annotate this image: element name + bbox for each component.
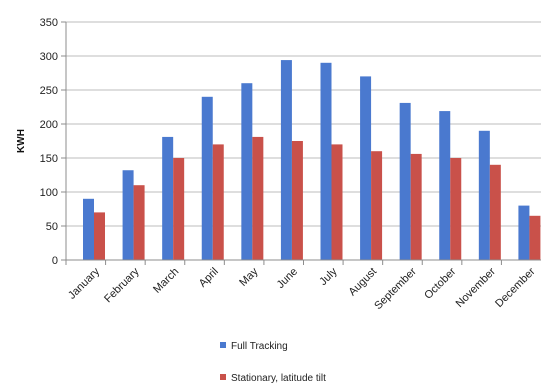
y-tick-label: 200 <box>40 119 58 131</box>
y-tick-label: 0 <box>52 255 58 267</box>
bar-stationary-april <box>212 144 224 260</box>
bar-full-tracking-december <box>518 205 530 260</box>
legend-swatch-full-tracking <box>220 342 226 348</box>
x-tick-label-october: October <box>422 265 458 301</box>
bar-full-tracking-july <box>320 62 332 260</box>
bar-full-tracking-march <box>162 136 174 260</box>
x-tick-label-december: December <box>493 265 538 310</box>
x-tick-label-july: July <box>317 265 340 288</box>
bar-stationary-july <box>331 144 343 260</box>
gridlines <box>61 21 541 261</box>
x-tick-label-march: March <box>151 266 181 296</box>
x-tick-label-november: November <box>454 265 499 310</box>
bar-full-tracking-january <box>83 198 94 260</box>
y-tick-label: 100 <box>40 187 58 199</box>
y-tick-label: 300 <box>40 51 58 63</box>
legend-swatch-stationary <box>220 374 226 380</box>
x-tick-label-january: January <box>66 265 103 302</box>
bar-stationary-march <box>173 158 185 260</box>
bar-stationary-june <box>291 141 303 260</box>
bar-stationary-december <box>529 215 541 260</box>
bar-stationary-september <box>410 153 422 260</box>
y-tick-labels: 0 50 100 150 200 250 300 350 <box>40 17 58 267</box>
bar-stationary-february <box>133 185 145 260</box>
bar-full-tracking-september <box>399 102 411 260</box>
bar-full-tracking-november <box>478 130 490 260</box>
x-tick-labels: January February March April May June July Augu… <box>66 265 538 312</box>
bar-full-tracking-october <box>439 111 451 260</box>
bar-full-tracking-august <box>360 76 372 261</box>
bar-full-tracking-april <box>201 96 213 260</box>
x-tick-label-april: April <box>197 266 221 290</box>
x-tick-label-august: August <box>347 266 380 299</box>
bars <box>83 60 541 261</box>
bar-stationary-may <box>252 136 264 260</box>
legend: Full Tracking Stationary, latitude tilt <box>220 341 326 384</box>
x-tick-label-may: May <box>237 265 261 289</box>
bar-stationary-november <box>489 164 501 260</box>
y-tick-label: 150 <box>40 153 58 165</box>
y-tick-label: 350 <box>40 17 58 29</box>
y-tick-label: 50 <box>46 221 58 233</box>
x-tick-label-september: September <box>372 265 419 312</box>
legend-label-stationary: Stationary, latitude tilt <box>231 373 326 384</box>
bar-full-tracking-june <box>280 60 292 260</box>
axes <box>65 22 541 265</box>
x-tick-label-february: February <box>102 265 142 305</box>
bar-stationary-august <box>371 151 383 260</box>
y-axis-label: KWH <box>16 129 27 153</box>
x-tick-label-june: June <box>275 266 300 291</box>
y-tick-label: 250 <box>40 85 58 97</box>
bar-full-tracking-february <box>122 170 134 260</box>
legend-label-full-tracking: Full Tracking <box>231 341 288 352</box>
bar-stationary-january <box>94 212 105 260</box>
bar-stationary-october <box>450 158 462 260</box>
bar-full-tracking-may <box>241 83 253 260</box>
